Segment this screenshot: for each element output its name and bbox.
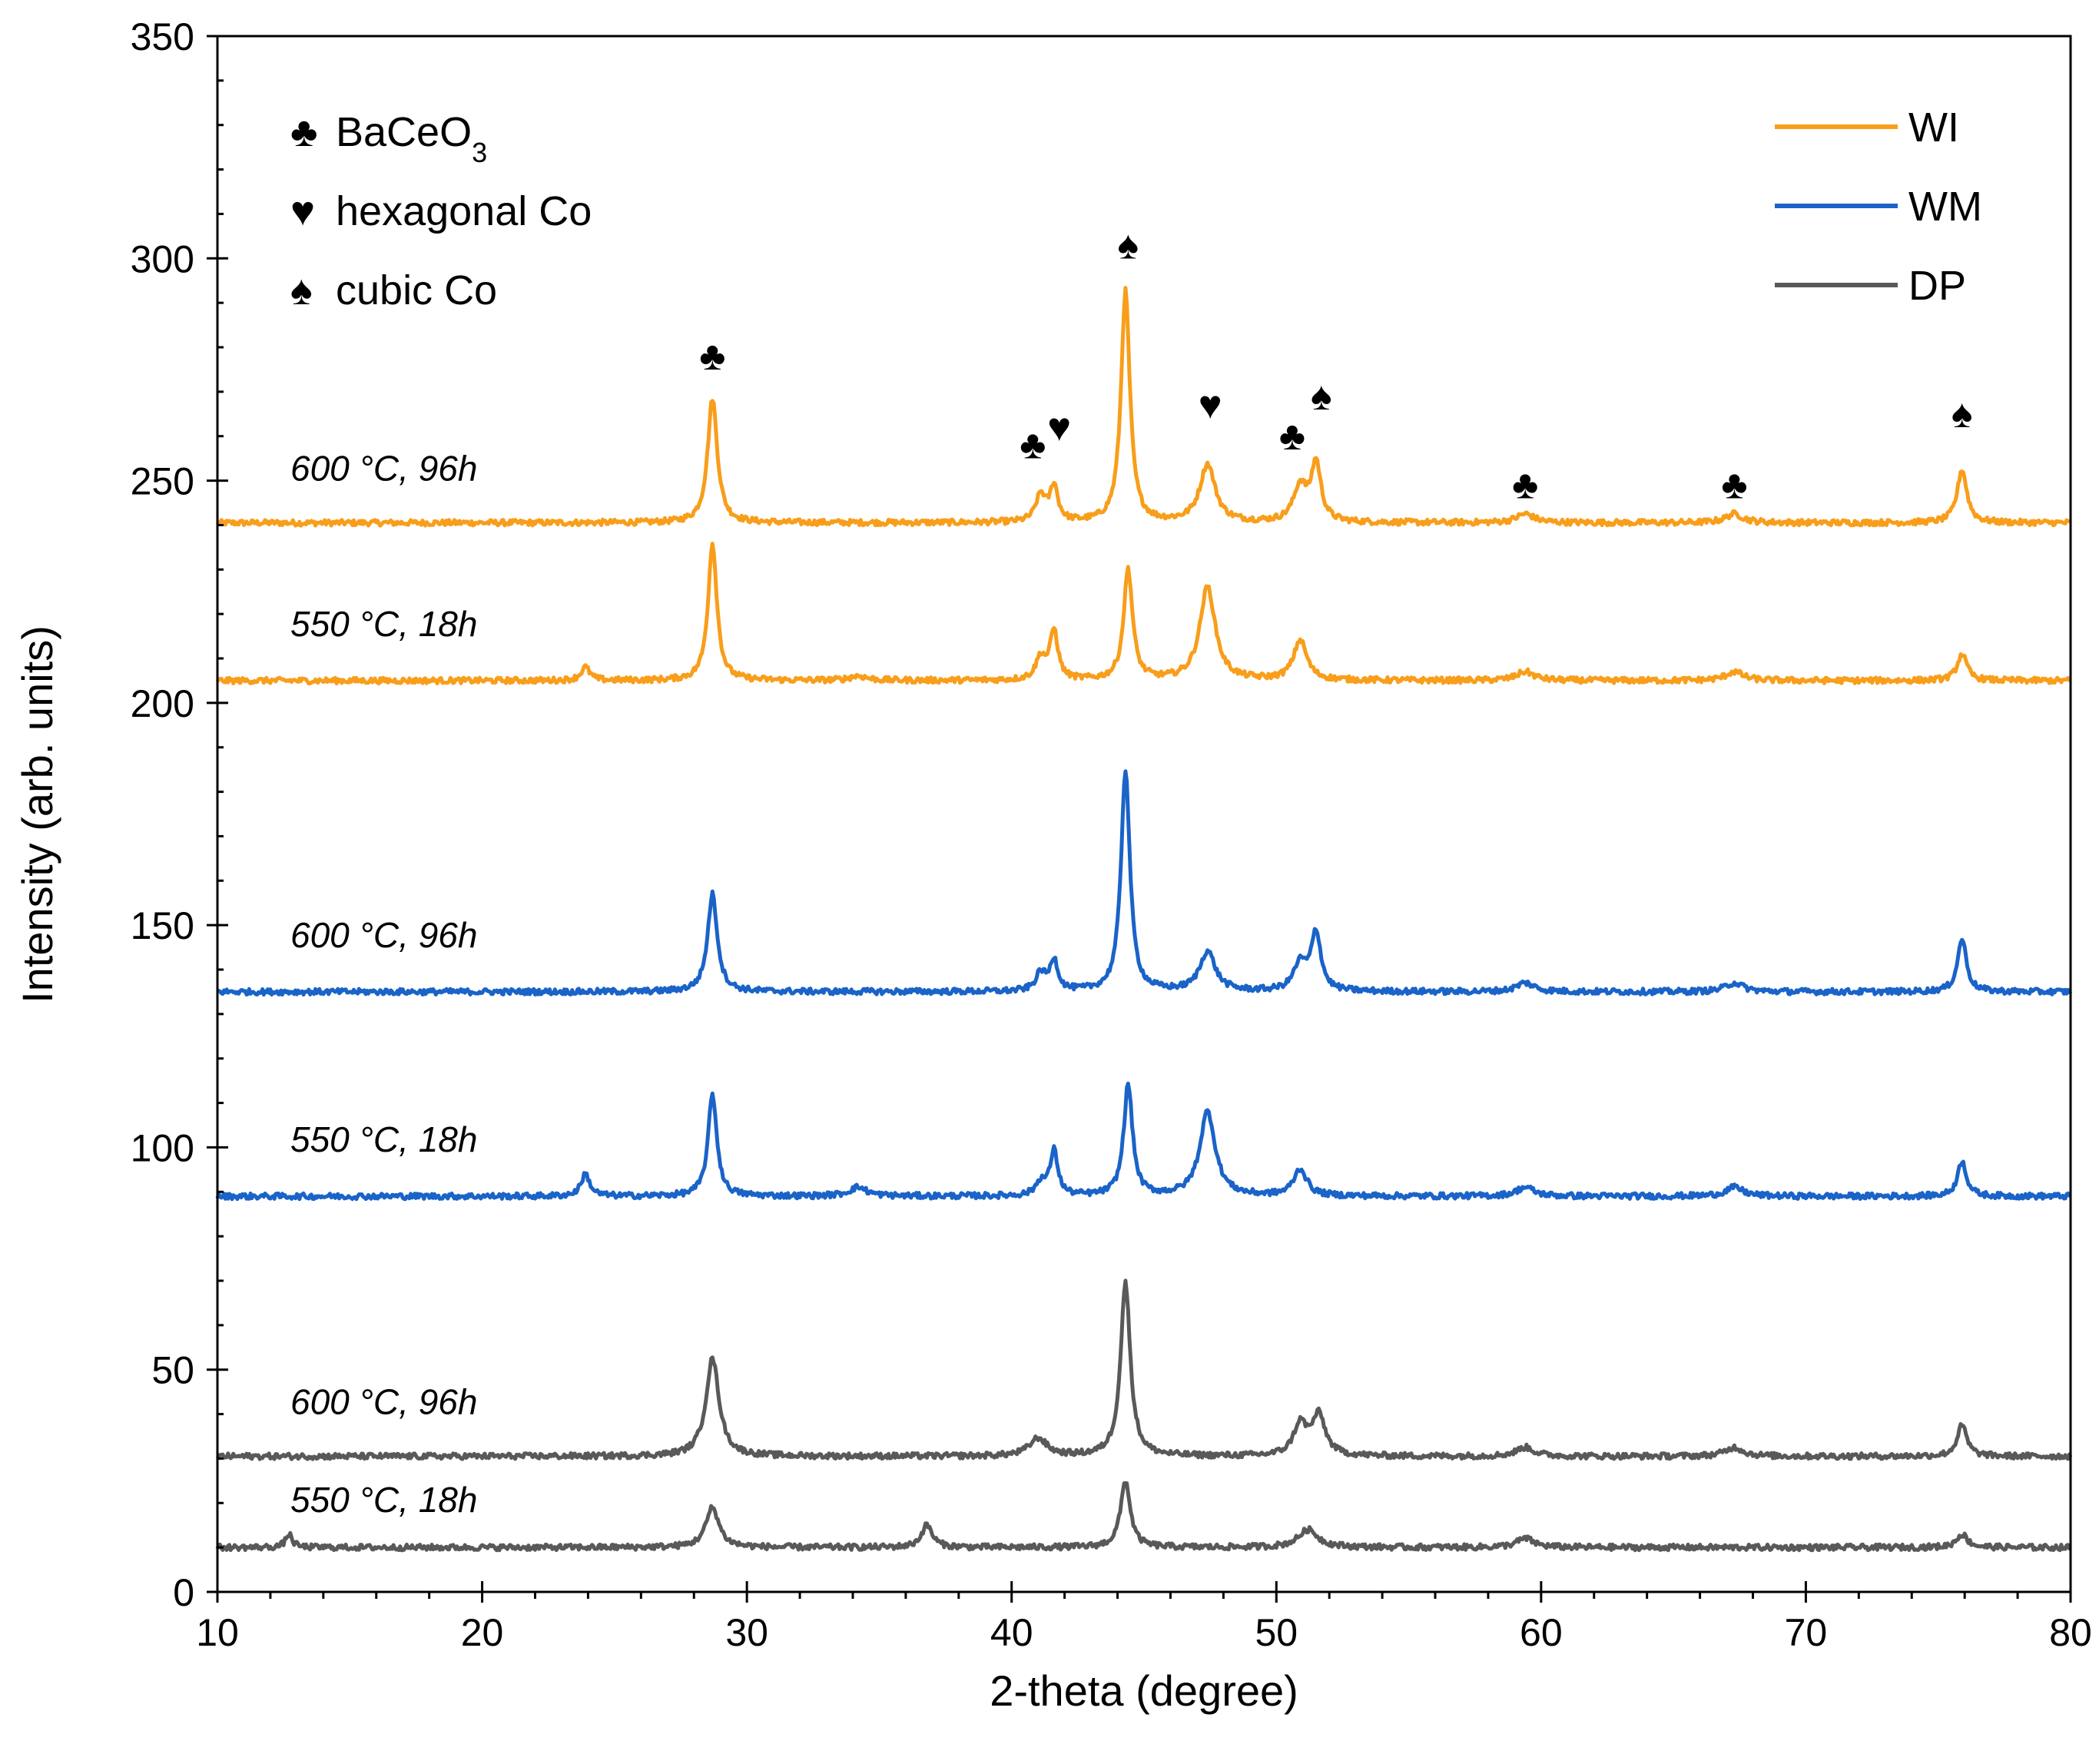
peak-markers: ♣♠♣ ♥ ♥♣♠♣ ♣♠ (699, 223, 1972, 507)
trace-condition-label: 550 °C, 18h (290, 1480, 477, 1520)
peak-marker: ♠ (1311, 374, 1332, 419)
trace-dp-550c-18h (215, 1481, 2072, 1553)
y-tick-label: 100 (131, 1126, 194, 1169)
legend-label-wi: WI (1908, 104, 1959, 151)
phase-legend-symbol: ♥ (290, 188, 315, 234)
plot-frame (216, 35, 2072, 1593)
trace-dp-600c-96h (215, 1278, 2073, 1461)
y-tick-labels: 0 50 100 150 200 250 300 350 (131, 15, 194, 1614)
y-tick-label: 300 (131, 237, 194, 280)
y-tick-label: 350 (131, 15, 194, 58)
trace-condition-label: 600 °C, 96h (290, 915, 477, 955)
trace-condition-label: 600 °C, 96h (290, 1382, 477, 1422)
phase-legend-label: hexagonal Co (336, 188, 592, 234)
trace-wm-600c-96h (217, 769, 2073, 997)
trace-condition-label: 550 °C, 18h (290, 1119, 477, 1159)
y-axis-title: Intensity (arb. units) (13, 625, 61, 1003)
peak-marker: ♣ (1721, 463, 1747, 508)
y-tick-label: 0 (173, 1571, 194, 1614)
trace-wi-600c-96h (215, 286, 2071, 528)
series-legend: WI WM DP (1775, 104, 1982, 309)
peak-marker: ♣ (1279, 414, 1305, 459)
x-tick-label: 30 (725, 1611, 768, 1654)
x-tick-label: 50 (1255, 1611, 1298, 1654)
x-tick-labels: 10 20 30 40 50 60 70 80 (196, 1611, 2092, 1654)
x-tick-label: 20 (461, 1611, 504, 1654)
trace-condition-label: 600 °C, 96h (290, 449, 477, 489)
y-tick-label: 50 (151, 1349, 194, 1392)
peak-marker: ♥ (1047, 406, 1071, 450)
y-tick-label: 150 (131, 904, 194, 947)
x-tick-label: 80 (2049, 1611, 2092, 1654)
xrd-traces (215, 286, 2073, 1553)
peak-marker: ♣ (1512, 463, 1538, 508)
phase-legend-label: cubic Co (336, 267, 497, 313)
legend-label-wm: WM (1908, 184, 1982, 230)
peak-marker: ♣ (1020, 423, 1046, 468)
peak-marker: ♣ (699, 334, 725, 379)
trace-wm-550c-18h (215, 1081, 2071, 1202)
x-tick-label: 10 (196, 1611, 239, 1654)
peak-marker: ♠ (1951, 392, 1973, 436)
x-tick-label: 40 (990, 1611, 1033, 1654)
legend-label-dp: DP (1908, 263, 1966, 309)
trace-condition-label: 550 °C, 18h (290, 604, 477, 644)
trace-wi-550c-18h (215, 542, 2072, 686)
trace-labels: 600 °C, 96h 550 °C, 18h 600 °C, 96h 550 °C,… (290, 449, 477, 1520)
x-tick-label: 60 (1520, 1611, 1563, 1654)
x-tick-label: 70 (1785, 1611, 1828, 1654)
y-tick-label: 200 (131, 682, 194, 725)
peak-marker: ♥ (1199, 383, 1222, 428)
phase-legend-symbol: ♣ (290, 109, 317, 155)
y-tick-label: 250 (131, 460, 194, 503)
x-axis-title: 2-theta (degree) (990, 1666, 1298, 1715)
peak-marker: ♠ (1118, 223, 1139, 267)
phase-legend-symbol: ♠ (290, 267, 313, 313)
